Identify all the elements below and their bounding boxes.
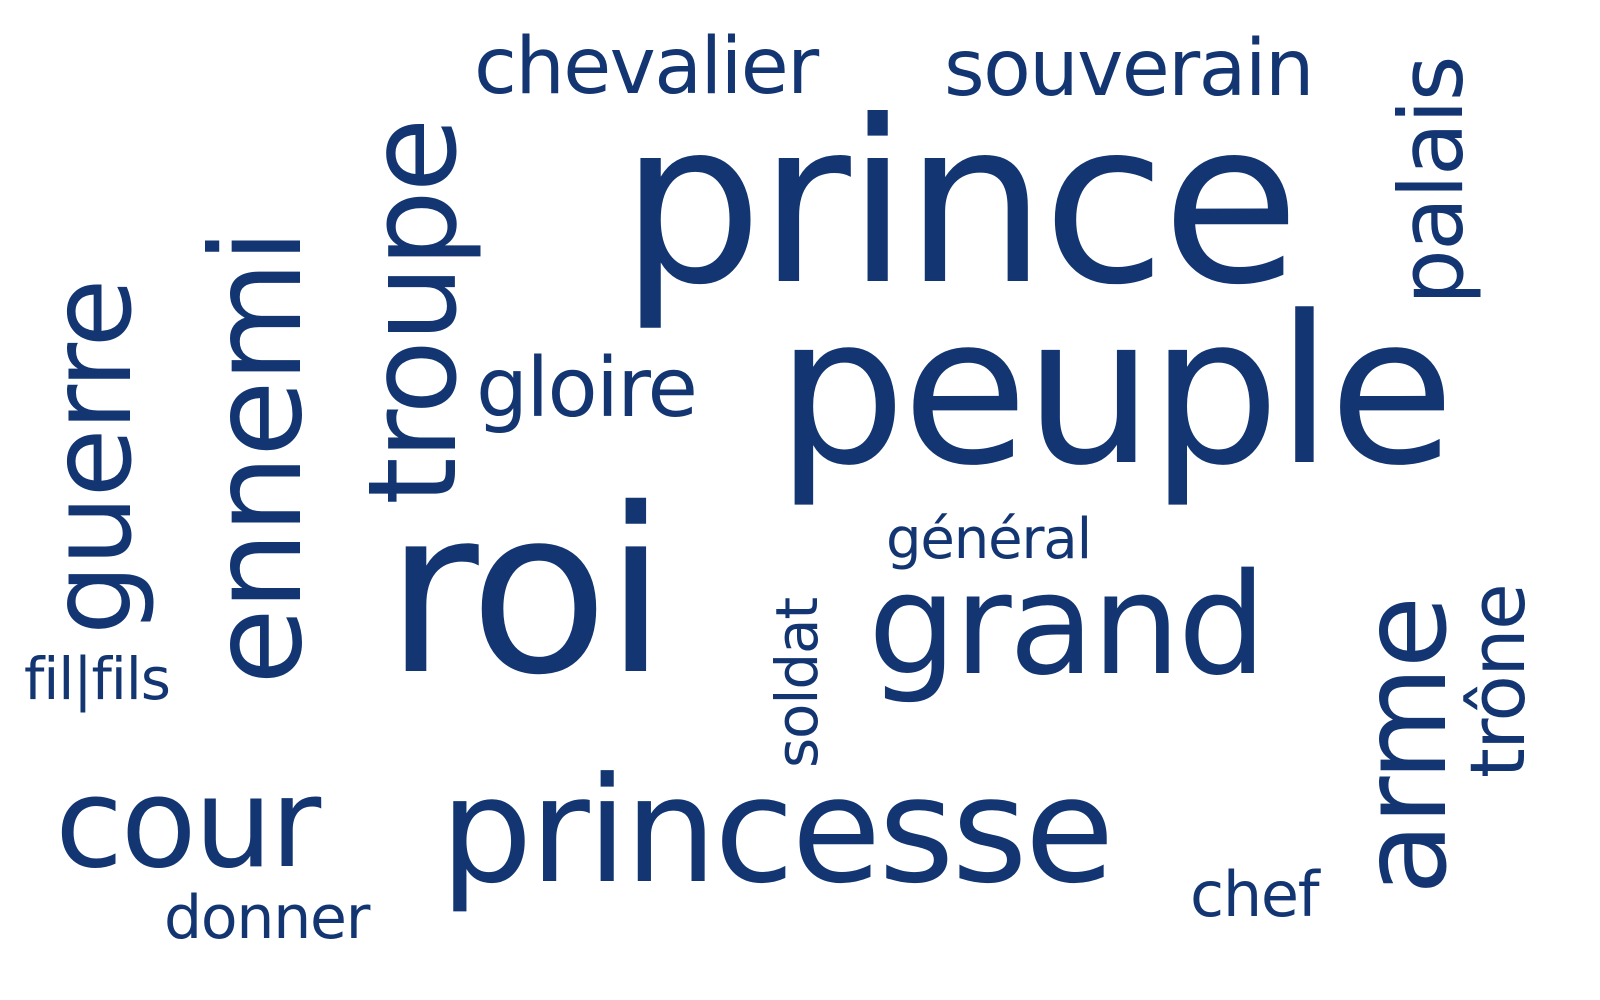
word-gloire: gloire [476,341,698,436]
word-ennemi: ennemi [185,231,330,685]
word-peuple: peuple [776,273,1455,511]
word-soldat: soldat [763,598,831,768]
word-grand: grand [868,544,1267,707]
word-fil-fils: fil|fils [24,645,171,713]
word-donner: donner [164,883,370,953]
word-souverain: souverain [944,24,1314,114]
word-trone: trône [1453,584,1542,778]
word-prince: prince [620,73,1300,335]
word-guerre: guerre [27,280,157,635]
word-chef: chef [1190,858,1320,931]
word-arme: arme [1335,598,1473,895]
word-palais: palais [1380,57,1483,305]
word-roi: roi [385,459,667,725]
word-chevalier: chevalier [474,22,819,112]
word-troupe: troupe [342,119,484,505]
word-general: général [886,507,1092,572]
word-princesse: princesse [440,746,1114,916]
word-cour: cour [55,752,321,896]
